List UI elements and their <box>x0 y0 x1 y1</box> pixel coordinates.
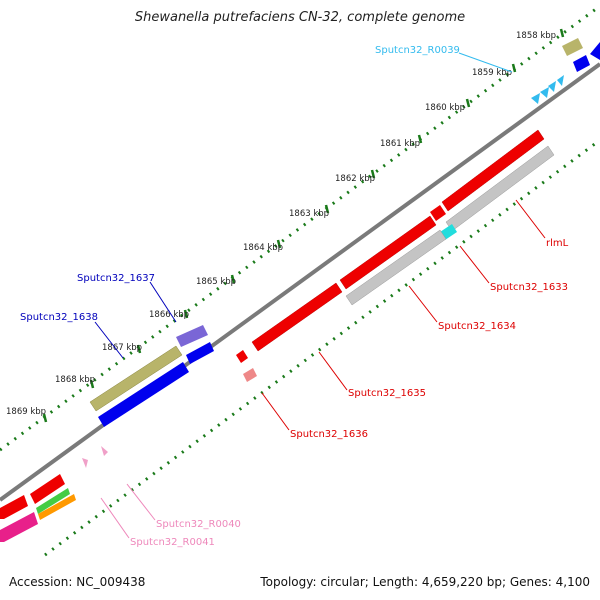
rrna-feature <box>101 446 108 456</box>
kbp-label: 1861 kbp <box>380 139 420 149</box>
leader-line <box>459 245 490 284</box>
cds-feature <box>251 282 343 352</box>
kbp-label: 1863 kbp <box>289 209 329 219</box>
cds-feature <box>89 345 183 412</box>
rrna-feature <box>82 458 88 468</box>
misc-feature <box>38 494 76 520</box>
kbp-label: 1868 kbp <box>55 375 95 385</box>
cds-feature <box>590 42 600 60</box>
leader-line <box>458 52 513 73</box>
map-title: Shewanella putrefaciens CN-32, complete … <box>134 10 466 25</box>
accession-text: Accession: NC_009438 <box>9 575 146 589</box>
gene-label-sputcn32-1638: Sputcn32_1638 <box>20 312 98 323</box>
leader-line <box>318 351 348 391</box>
cds-feature <box>30 474 65 504</box>
gene-label-sputcn32-r0041: Sputcn32_R0041 <box>130 537 215 548</box>
gene-label-sputcn32-1634: Sputcn32_1634 <box>438 321 516 332</box>
cds-feature <box>98 362 189 427</box>
topology-text: Topology: circular; Length: 4,659,220 bp… <box>260 575 590 589</box>
cds-feature <box>441 129 545 212</box>
cds-feature <box>339 215 437 290</box>
gene-label-sputcn32-r0039: Sputcn32_R0039 <box>375 45 460 56</box>
cds-feature <box>176 325 208 347</box>
cds-feature <box>345 229 447 306</box>
trna-features <box>531 75 564 104</box>
cds-feature <box>186 342 214 364</box>
outer-tick-ring <box>0 4 600 452</box>
misc-feature <box>36 488 70 514</box>
gene-label-sputcn32-r0040: Sputcn32_R0040 <box>156 519 241 530</box>
genome-backbone <box>0 62 600 502</box>
kbp-label: 1858 kbp <box>516 31 556 41</box>
gene-label-sputcn32-1633: Sputcn32_1633 <box>490 282 568 293</box>
kbp-label: 1869 kbp <box>6 407 46 417</box>
inner-tick-ring <box>44 138 600 557</box>
cds-feature <box>0 495 28 519</box>
leader-line <box>515 199 546 239</box>
cds-feature <box>562 38 583 56</box>
cds-feature <box>430 205 446 221</box>
kbp-label: 1866 kbp <box>149 310 189 320</box>
kbp-label: 1859 kbp <box>472 68 512 78</box>
gene-label-sputcn32-1636: Sputcn32_1636 <box>290 429 368 440</box>
leader-line <box>100 497 130 539</box>
leader-line <box>149 281 177 323</box>
kbp-ticks <box>42 28 565 423</box>
leader-line <box>126 483 156 521</box>
misc-feature <box>243 368 257 382</box>
leader-line <box>408 285 438 323</box>
kbp-label: 1862 kbp <box>335 174 375 184</box>
cds-feature <box>573 55 590 72</box>
leader-line <box>261 392 290 431</box>
gene-label-sputcn32-1637: Sputcn32_1637 <box>77 273 155 284</box>
kbp-label: 1864 kbp <box>243 243 283 253</box>
kbp-label: 1865 kbp <box>196 277 236 287</box>
gene-label-rlmL: rlmL <box>546 238 569 249</box>
leader-line <box>94 321 124 359</box>
gene-label-sputcn32-1635: Sputcn32_1635 <box>348 388 426 399</box>
kbp-label: 1867 kbp <box>102 343 142 353</box>
cds-feature <box>236 350 248 363</box>
kbp-label: 1860 kbp <box>425 103 465 113</box>
cds-feature <box>0 512 38 542</box>
